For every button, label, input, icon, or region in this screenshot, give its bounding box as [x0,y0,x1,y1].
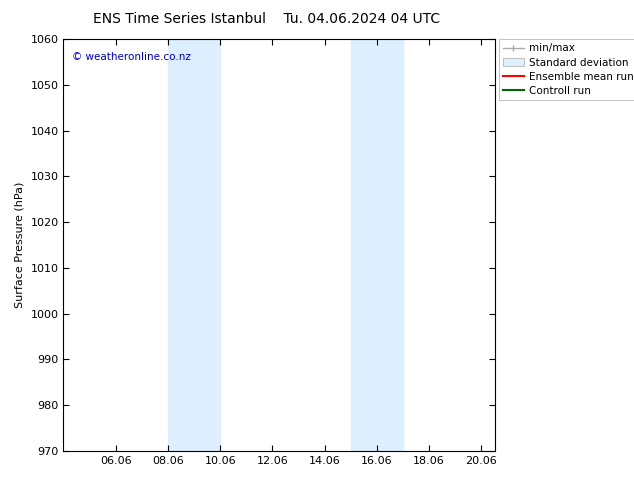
Bar [168,39,220,451]
Legend: min/max, Standard deviation, Ensemble mean run, Controll run: min/max, Standard deviation, Ensemble me… [499,39,634,100]
Text: © weatheronline.co.nz: © weatheronline.co.nz [72,51,191,62]
Text: ENS Time Series Istanbul    Tu. 04.06.2024 04 UTC: ENS Time Series Istanbul Tu. 04.06.2024 … [93,12,440,26]
Bar [351,39,403,451]
Y-axis label: Surface Pressure (hPa): Surface Pressure (hPa) [15,182,25,308]
